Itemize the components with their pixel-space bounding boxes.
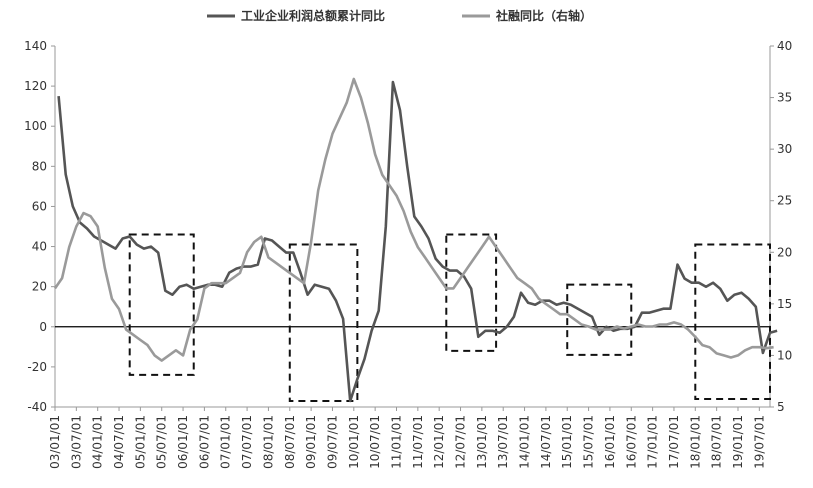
x-tick-label: 17/01/01 xyxy=(646,415,660,469)
x-tick-label: 04/07/01 xyxy=(112,415,126,469)
x-tick-label: 03/07/01 xyxy=(69,415,83,469)
left-tick-label: 60 xyxy=(32,199,47,213)
left-tick-label: -40 xyxy=(27,400,47,414)
x-tick-label: 17/07/01 xyxy=(667,415,681,469)
axes-group: -40 -20 0 20 40 60 80 100 120 140 5 10 15 20 25 30 35 40 0… xyxy=(24,39,792,469)
x-tick-label: 13/07/01 xyxy=(496,415,510,469)
left-tick-label: 0 xyxy=(39,320,47,334)
left-tick-label: 40 xyxy=(32,240,47,254)
x-tick-label: 06/07/01 xyxy=(197,415,211,469)
right-tick-label: 40 xyxy=(777,39,792,53)
left-tick-label: 80 xyxy=(32,159,47,173)
highlight-box xyxy=(288,243,359,402)
x-tick-label: 15/01/01 xyxy=(560,415,574,469)
industrial-profit-line xyxy=(57,80,778,403)
x-tick-label: 15/07/01 xyxy=(582,415,596,469)
x-tick-label: 14/01/01 xyxy=(518,415,532,469)
x-tick-label: 12/01/01 xyxy=(432,415,446,469)
x-tick-label: 09/07/01 xyxy=(325,415,339,469)
x-tick-label: 05/01/01 xyxy=(133,415,147,469)
right-tick-label: 30 xyxy=(777,142,792,156)
x-tick-label: 07/01/01 xyxy=(219,415,233,469)
right-tick-label: 25 xyxy=(777,194,792,208)
x-tick-label: 03/01/01 xyxy=(48,415,62,469)
highlight-box xyxy=(445,233,498,352)
x-tick-label: 16/01/01 xyxy=(603,415,617,469)
x-tick-label: 11/01/01 xyxy=(389,415,403,469)
left-tick-label: 100 xyxy=(24,119,47,133)
x-tick-label: 12/07/01 xyxy=(454,415,468,469)
right-tick-label: 20 xyxy=(777,245,792,259)
left-tick-label: 20 xyxy=(32,280,47,294)
right-tick-label: 15 xyxy=(777,297,792,311)
highlight-box xyxy=(128,233,195,376)
x-tick-label: 09/01/01 xyxy=(304,415,318,469)
x-tick-label: 18/07/01 xyxy=(710,415,724,469)
right-tick-label: 35 xyxy=(777,91,792,105)
left-tick-label: 120 xyxy=(24,79,47,93)
x-tick-label: 10/01/01 xyxy=(347,415,361,469)
x-tick-label: 10/07/01 xyxy=(368,415,382,469)
social-financing-line xyxy=(53,77,774,362)
x-tick-label: 08/07/01 xyxy=(283,415,297,469)
x-tick-label: 19/01/01 xyxy=(731,415,745,469)
left-tick-label: -20 xyxy=(27,360,47,374)
right-tick-label: 10 xyxy=(777,348,792,362)
highlight-box xyxy=(566,283,633,356)
x-tick-label: 04/01/01 xyxy=(91,415,105,469)
series-group xyxy=(53,77,778,403)
legend: 工业企业利润总额累计同比 社融同比（右轴） xyxy=(207,8,592,23)
legend-label-industrial-profit: 工业企业利润总额累计同比 xyxy=(241,8,385,23)
x-tick-label: 11/07/01 xyxy=(411,415,425,469)
left-tick-label: 140 xyxy=(24,39,47,53)
x-tick-label: 18/01/01 xyxy=(688,415,702,469)
x-tick-label: 19/07/01 xyxy=(752,415,766,469)
highlight-box xyxy=(694,243,772,400)
right-tick-label: 5 xyxy=(777,400,785,414)
x-tick-label: 16/07/01 xyxy=(624,415,638,469)
highlight-boxes-group xyxy=(128,233,772,402)
x-tick-label: 06/01/01 xyxy=(176,415,190,469)
x-tick-label: 08/01/01 xyxy=(261,415,275,469)
legend-label-social-financing: 社融同比（右轴） xyxy=(495,8,592,23)
x-tick-label: 05/07/01 xyxy=(155,415,169,469)
x-tick-label: 14/07/01 xyxy=(539,415,553,469)
x-tick-label: 13/01/01 xyxy=(475,415,489,469)
x-tick-label: 07/07/01 xyxy=(240,415,254,469)
